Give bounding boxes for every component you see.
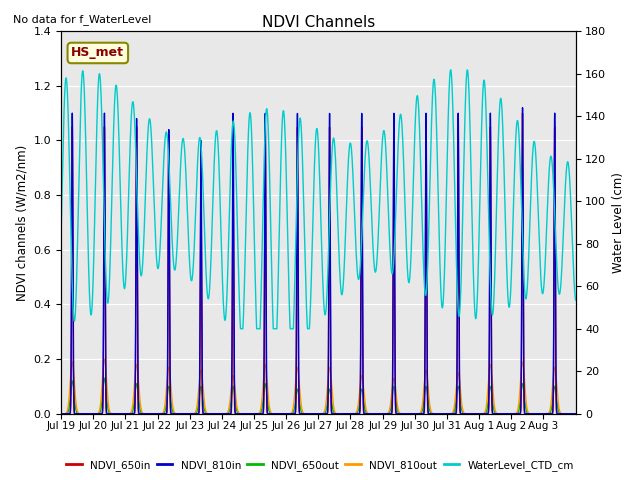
Title: NDVI Channels: NDVI Channels	[262, 15, 375, 30]
Text: No data for f_WaterLevel: No data for f_WaterLevel	[13, 14, 151, 25]
Text: HS_met: HS_met	[71, 47, 124, 60]
Y-axis label: NDVI channels (W/m2/nm): NDVI channels (W/m2/nm)	[15, 144, 28, 300]
Y-axis label: Water Level (cm): Water Level (cm)	[612, 172, 625, 273]
Legend: NDVI_650in, NDVI_810in, NDVI_650out, NDVI_810out, WaterLevel_CTD_cm: NDVI_650in, NDVI_810in, NDVI_650out, NDV…	[62, 456, 578, 475]
